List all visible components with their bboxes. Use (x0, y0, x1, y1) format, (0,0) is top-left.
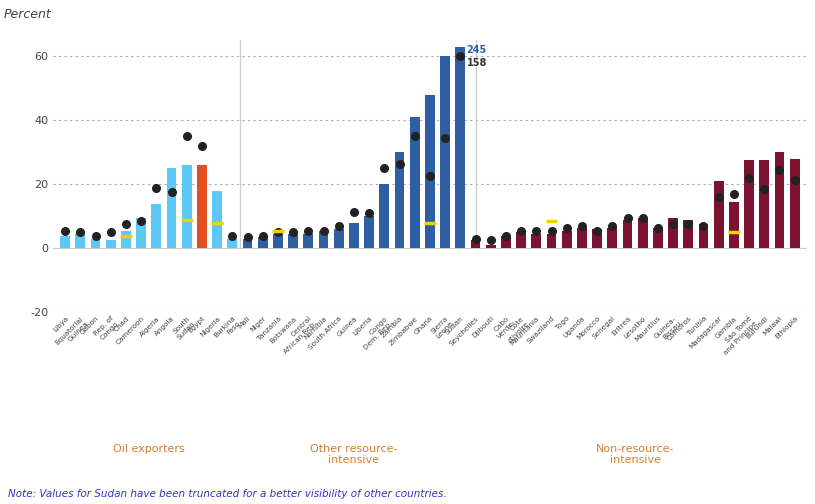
Text: 245: 245 (467, 45, 487, 55)
Bar (60, 236, 70, 248)
Bar (379, 184, 390, 248)
Text: Percent: Percent (4, 8, 51, 21)
Bar (456, 47, 465, 248)
Bar (486, 245, 496, 248)
Bar (577, 228, 587, 248)
Bar (258, 237, 267, 248)
Bar (319, 231, 328, 248)
Bar (90, 239, 100, 248)
Bar (516, 232, 526, 248)
Text: 158: 158 (467, 58, 487, 68)
Bar (182, 165, 192, 248)
Bar (303, 234, 313, 248)
Bar (623, 220, 632, 248)
Bar (714, 181, 724, 248)
Text: Non-resource-
intensive: Non-resource- intensive (596, 444, 674, 465)
Bar (289, 234, 298, 248)
Bar (638, 218, 648, 248)
Bar (790, 159, 800, 248)
Bar (273, 234, 283, 248)
Bar (744, 160, 754, 248)
Bar (547, 234, 557, 248)
Text: Oil exporters: Oil exporters (112, 444, 185, 454)
Bar (607, 228, 617, 248)
Bar (531, 234, 541, 248)
Bar (729, 202, 739, 248)
Bar (470, 240, 481, 248)
Bar (243, 239, 253, 248)
Bar (227, 239, 237, 248)
Bar (440, 56, 450, 248)
Bar (668, 218, 678, 248)
Bar (683, 220, 694, 248)
Bar (774, 152, 784, 248)
Bar (349, 223, 359, 248)
Bar (410, 117, 420, 248)
Bar (136, 218, 146, 248)
Bar (76, 234, 86, 248)
Bar (394, 152, 404, 248)
Bar (562, 231, 571, 248)
Bar (760, 160, 769, 248)
Bar (197, 165, 207, 248)
Bar (698, 224, 708, 248)
Text: Note: Values for Sudan have been truncated for a better visibility of other coun: Note: Values for Sudan have been truncat… (8, 489, 447, 499)
Bar (121, 231, 131, 248)
Text: Other resource-
intensive: Other resource- intensive (311, 444, 398, 465)
Bar (593, 229, 602, 248)
Bar (653, 228, 663, 248)
Bar (106, 240, 116, 248)
Bar (166, 168, 177, 248)
Bar (425, 95, 435, 248)
Bar (152, 204, 161, 248)
Bar (334, 229, 344, 248)
Bar (212, 191, 222, 248)
Bar (364, 216, 374, 248)
Bar (501, 236, 511, 248)
